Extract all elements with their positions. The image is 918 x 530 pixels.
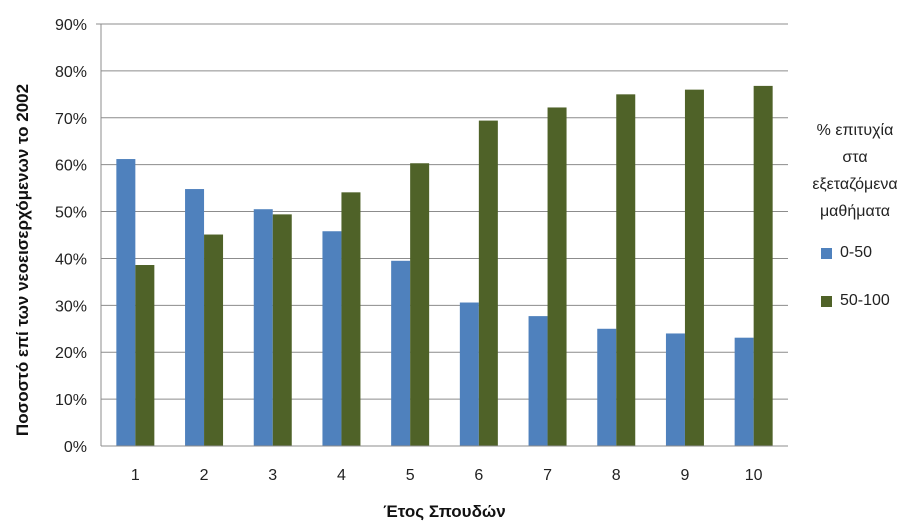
x-tick-label: 2 [200,467,209,484]
y-axis-title: Ποσοστό επί των νεοεισερχόμενων το 2002 [13,84,32,436]
x-axis-title: Έτος Σπουδών [383,502,505,521]
y-tick-label: 20% [55,345,87,362]
x-tick-labels: 1 2 3 4 5 6 7 8 9 10 [131,467,763,484]
legend-swatch [821,295,832,307]
y-tick-label: 50% [55,205,87,222]
legend-swatch [821,247,832,259]
bar-0-50-year-6 [459,302,479,446]
legend-title-line: στα [842,149,868,166]
y-tick-label: 30% [55,298,87,315]
legend-item-0-50: 0-50 [796,241,914,265]
bar-50-100-year-7 [547,107,567,446]
bar-0-50-year-8 [597,328,617,446]
bar-50-100-year-5 [410,163,430,446]
bar-50-100-year-1 [135,265,155,446]
bar-0-50-year-3 [253,209,273,446]
legend-item-50-100: 50-100 [796,289,914,313]
y-tick-label: 10% [55,392,87,409]
x-tick-label: 8 [612,467,621,484]
bar-0-50-year-4 [322,231,342,446]
x-tick-label: 9 [680,467,689,484]
bar-50-100-year-8 [616,94,636,446]
y-tick-label: 0% [64,439,87,456]
legend-title-line: μαθήματα [819,203,891,220]
y-tick-labels: 0% 10% 20% 30% 40% 50% 60% 70% 80% 90% [55,17,87,456]
bar-0-50-year-2 [185,189,205,446]
legend-title-line: εξεταζόμενα [812,176,898,193]
x-tick-label: 4 [337,467,346,484]
legend: % επιτυχία στα εξεταζόμενα μαθήματα 0-50… [796,117,914,337]
bar-50-100-year-10 [753,85,773,446]
bar-0-50-year-7 [528,316,548,446]
legend-label: 50-100 [840,292,890,309]
y-tick-label: 60% [55,158,87,175]
bar-50-100-year-3 [272,214,292,446]
bar-50-100-year-2 [204,234,224,446]
bar-0-50-year-9 [665,333,685,446]
legend-label: 0-50 [840,244,873,261]
x-tick-label: 6 [474,467,483,484]
x-tick-label: 5 [406,467,415,484]
x-tick-label: 10 [745,467,763,484]
bar-50-100-year-9 [684,89,704,447]
y-tick-label: 80% [55,64,87,81]
x-tick-label: 1 [131,467,140,484]
bar-50-100-year-4 [341,192,361,446]
bar-0-50-year-1 [116,159,136,447]
legend-title: % επιτυχία στα εξεταζόμενα μαθήματα [796,117,914,225]
x-tick-label: 3 [268,467,277,484]
y-tick-label: 70% [55,111,87,128]
x-tick-label: 7 [543,467,552,484]
bar-0-50-year-5 [391,260,411,446]
bars [116,85,773,447]
bar-50-100-year-6 [478,120,498,446]
axes [96,23,788,447]
legend-title-line: % επιτυχία [816,122,894,139]
y-tick-label: 40% [55,251,87,268]
bar-0-50-year-10 [734,337,754,446]
y-tick-label: 90% [55,17,87,34]
